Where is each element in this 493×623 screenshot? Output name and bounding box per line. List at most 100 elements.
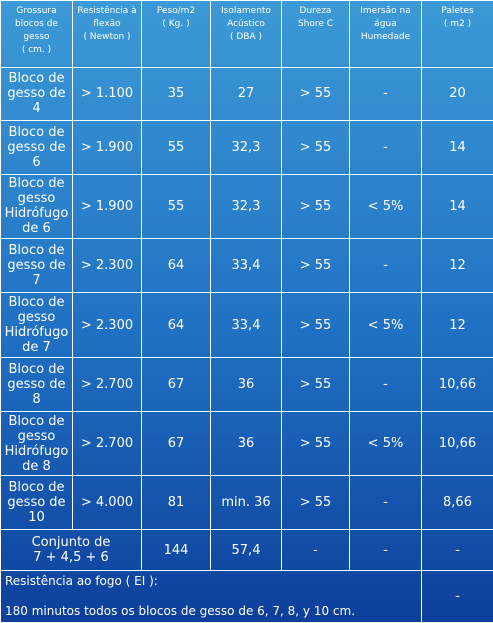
fire-resistance-title: Resistência ao fogo ( EI ): (5, 573, 158, 588)
header-thickness: Grossura blocos de gesso ( cm. ) (0, 0, 73, 69)
cell-hardness: > 55 (281, 173, 350, 240)
cell-text-line: gesso de (7, 495, 66, 511)
header-pallets: Paletes ( m2 ) (421, 0, 493, 69)
cell-text-line: 7 (32, 273, 41, 289)
cell-text-line: Bloco de (8, 243, 65, 259)
cell-text-line: Bloco de (8, 71, 65, 87)
header-water-immersion: Imersão na água Humedade (349, 0, 422, 69)
cell-text-line: Shore C (297, 19, 334, 29)
cell-weight: 67 (141, 410, 211, 477)
cell-text-line: 6 (32, 154, 41, 170)
cell-text-line: Hidrófugo (4, 325, 69, 340)
cell-text-line: gesso (17, 428, 56, 444)
cell-water-immersion: - (349, 119, 422, 175)
cell-flexural-strength: > 4.000 (72, 475, 142, 531)
cell-text-line: água (374, 19, 397, 29)
cell-weight: 81 (141, 475, 211, 531)
header-flexural-strength: Resistência à flexão ( Newton ) (72, 0, 142, 69)
table-row: Bloco de gesso Hidrófugo de 7 > 2.300 64 33,4 >… (0, 292, 493, 358)
cell-water-immersion: < 5% (349, 292, 422, 358)
cell-pallets: 12 (421, 292, 493, 358)
cell-text-line: Imersão na (360, 6, 411, 16)
cell-text-line: ( DBA ) (229, 32, 262, 42)
cell-hardness: > 55 (281, 67, 350, 121)
cell-block-type: Bloco de gesso de 4 (0, 67, 73, 121)
cell-weight: 144 (141, 529, 211, 571)
cell-text-line: Dureza (299, 6, 332, 16)
cell-text-line: 8 (32, 391, 41, 407)
header-row: Grossura blocos de gesso ( cm. ) Resistência… (0, 0, 493, 69)
cell-water-immersion: < 5% (349, 173, 422, 240)
table-row: Bloco de gesso de 7 > 2.300 64 33,4 > 55-12 (0, 238, 493, 294)
cell-pallets: 8,66 (421, 475, 493, 531)
cell-acoustic-insulation: min. 36 (210, 475, 282, 531)
cell-text-line: ( Kg. ) (162, 19, 190, 29)
cell-text-line: Bloco de (8, 480, 65, 496)
cell-block-type: Bloco de gesso Hidrófugo de 6 (0, 173, 73, 240)
cell-weight: 35 (141, 67, 211, 121)
cell-block-type: Bloco de gesso de 10 (0, 475, 73, 531)
cell-text-line: Humedade (360, 32, 411, 42)
cell-text-line: ( Newton ) (83, 32, 131, 42)
table-row: Bloco de gesso de 4 > 1.100 35 27 > 55-20 (0, 67, 493, 121)
cell-pallets: 14 (421, 119, 493, 175)
header-weight: Peso/m2 ( Kg. ) (141, 0, 211, 69)
cell-block-type: Bloco de gesso de 7 (0, 238, 73, 294)
cell-weight: 64 (141, 292, 211, 358)
cell-weight: 64 (141, 238, 211, 294)
header-hardness: Dureza Shore C (281, 0, 350, 69)
cell-water-immersion: - (349, 238, 422, 294)
cell-pallets: 14 (421, 173, 493, 240)
cell-hardness: - (281, 529, 350, 571)
cell-flexural-strength: > 2.300 (72, 238, 142, 294)
cell-text-line: blocos de (15, 19, 58, 29)
cell-acoustic-insulation: 33,4 (210, 292, 282, 358)
cell-text-line: ( cm. ) (21, 45, 52, 55)
cell-flexural-strength: > 2.700 (72, 410, 142, 477)
cell-block-type: Bloco de gesso de 8 (0, 356, 73, 412)
cell-text-line: ( m2 ) (443, 19, 472, 29)
cell-text-line: de 6 (22, 221, 51, 237)
cell-pallets: 12 (421, 238, 493, 294)
cell-flexural-strength: > 2.700 (72, 356, 142, 412)
cell-acoustic-insulation: 36 (210, 410, 282, 477)
cell-text-line: Hidrófugo (4, 206, 69, 222)
table-row: Bloco de gesso Hidrófugo de 8 > 2.700 67 36 > 5… (0, 410, 493, 477)
cell-text-line: Isolamento (221, 6, 271, 16)
cell-text-line: Hidrófugo (4, 443, 69, 459)
cell-text-line: Bloco de (8, 124, 65, 140)
cell-block-type: Bloco de gesso Hidrófugo de 7 (0, 292, 73, 358)
cell-hardness: > 55 (281, 356, 350, 412)
cell-text-line: gesso (23, 32, 50, 42)
cell-water-immersion: - (349, 529, 422, 571)
cell-hardness: > 55 (281, 410, 350, 477)
table-row: Bloco de gesso de 6 > 1.900 55 32,3 > 55-14 (0, 119, 493, 175)
cell-text-line: Paletes (441, 6, 474, 16)
cell-text-line: gesso de (7, 376, 66, 392)
cell-text-line: Resistência à (77, 6, 137, 16)
cell-weight: 55 (141, 119, 211, 175)
cell-pallets: - (421, 529, 493, 571)
cell-text-line: Peso/m2 (156, 6, 196, 16)
combined-row: Conjunto de 7 + 4,5 + 6 144 57,4- - - (0, 529, 493, 571)
cell-acoustic-insulation: 27 (210, 67, 282, 121)
cell-pallets: - (421, 569, 493, 623)
cell-hardness: > 55 (281, 119, 350, 175)
cell-acoustic-insulation: 57,4 (210, 529, 282, 571)
cell-text-line: Bloco de (8, 413, 65, 429)
cell-pallets: 20 (421, 67, 493, 121)
cell-acoustic-insulation: 32,3 (210, 119, 282, 175)
cell-text-line: de 8 (22, 458, 51, 474)
cell-text-line: gesso (17, 191, 56, 207)
cell-text-line: Bloco de (8, 295, 65, 310)
cell-pallets: 10,66 (421, 356, 493, 412)
cell-text-line: Bloco de (8, 176, 65, 192)
cell-water-immersion: - (349, 356, 422, 412)
cell-acoustic-insulation: 32,3 (210, 173, 282, 240)
fire-resistance-detail: 180 minutos todos os blocos de gesso de … (5, 603, 356, 618)
cell-acoustic-insulation: 33,4 (210, 238, 282, 294)
cell-flexural-strength: > 1.900 (72, 119, 142, 175)
table-row: Bloco de gesso Hidrófugo de 6 > 1.900 55 32,3 >… (0, 173, 493, 240)
cell-text-line: gesso (17, 310, 56, 325)
cell-hardness: > 55 (281, 292, 350, 358)
